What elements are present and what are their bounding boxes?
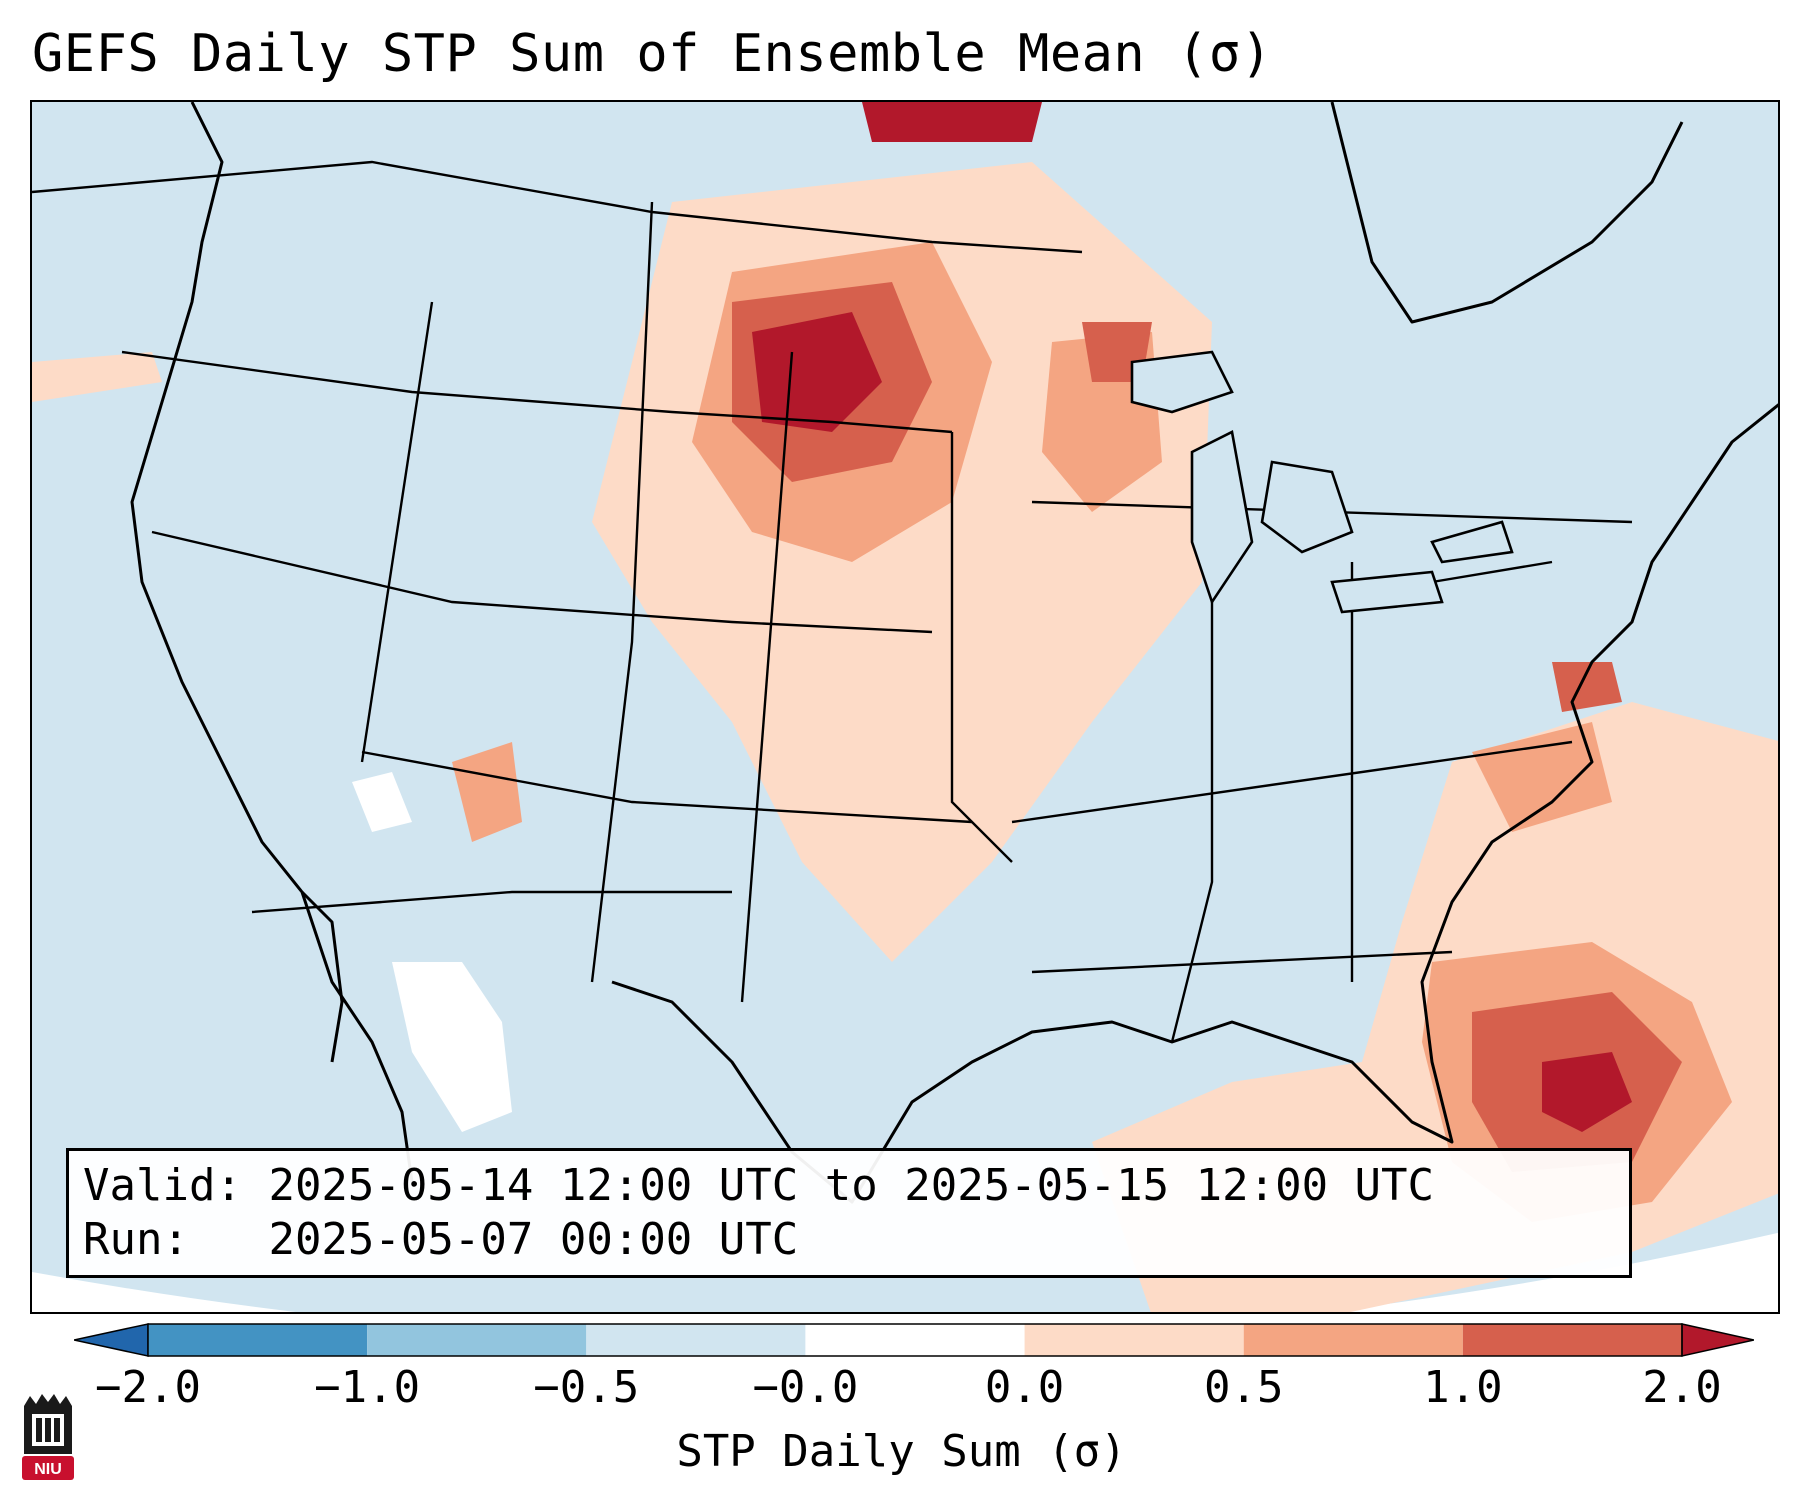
projection-boundary [32,1232,1778,1312]
anomaly-layer-ge-2p0 [752,102,1632,1132]
map-canvas [32,102,1778,1312]
colorbar-outline [147,1323,1683,1357]
colorbar-segment-2 [586,1324,806,1356]
colorbar-tick-label: 2.0 [1642,1362,1722,1413]
page-title: GEFS Daily STP Sum of Ensemble Mean (σ) [32,24,1273,84]
great-lakes [1130,350,1514,614]
colorbar-extend-low [74,1323,149,1357]
colorbar-segment-0 [148,1324,368,1356]
colorbar-tick-label: 0.5 [1203,1362,1284,1413]
colorbar-tick-label: 0.0 [984,1362,1065,1413]
logo-text: NIU [34,1461,62,1478]
colorbar-segment-4 [1024,1324,1244,1356]
colorbar-segment-5 [1243,1324,1463,1356]
colorbar-ticks: −2.0 −1.0 −0.5 −0.0 0.0 0.5 1.0 2.0 [0,1362,1803,1422]
state-borders [32,160,1633,1043]
colorbar-segment-1 [367,1324,587,1356]
colorbar-tick-label: −2.0 [95,1362,201,1413]
negative-anomaly-patches [352,772,512,1132]
run-value: 2025-05-07 00:00 UTC [268,1214,799,1265]
colorbar-tick-label: −1.0 [314,1362,421,1413]
colorbar-segment-6 [1462,1324,1682,1356]
colorbar-tick-label: 1.0 [1423,1362,1503,1413]
run-label: Run: [83,1214,189,1265]
validity-infobox: Valid: 2025-05-14 12:00 UTC to 2025-05-1… [66,1148,1632,1278]
colorbar-label: STP Daily Sum (σ) [676,1426,1127,1477]
colorbar-extend-high [1681,1323,1754,1357]
map-panel [30,100,1780,1314]
niu-logo: NIU [22,1394,74,1480]
colorbar-segments [74,1323,1754,1357]
valid-label: Valid: [83,1160,242,1211]
colorbar-segment-3 [805,1324,1025,1356]
valid-value: 2025-05-14 12:00 UTC to 2025-05-15 12:00… [268,1160,1435,1211]
colorbar-tick-label: −0.5 [533,1362,640,1413]
colorbar-tick-label: −0.0 [752,1362,859,1413]
colorbar [74,1323,1754,1357]
